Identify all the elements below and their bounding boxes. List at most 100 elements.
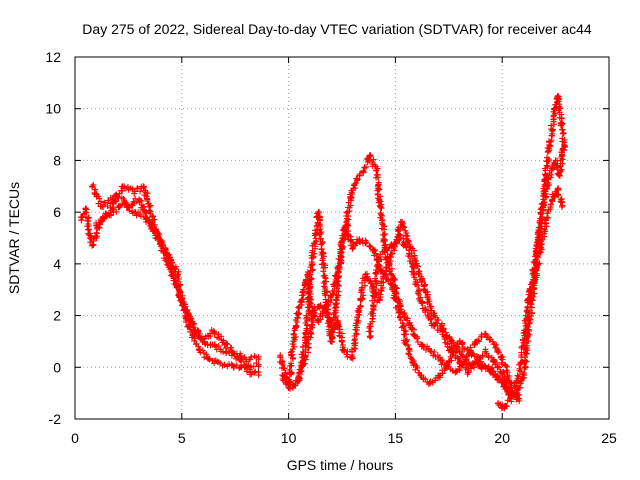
data-point-5-23 — [456, 359, 463, 366]
x-tick-label-4: 20 — [494, 430, 510, 446]
data-point-7-12 — [554, 92, 561, 99]
data-point-1-1 — [93, 191, 100, 198]
data-point-4-23 — [428, 348, 435, 355]
data-point-8-8 — [548, 167, 555, 174]
data-point-5-5 — [328, 322, 335, 329]
data-point-7-10 — [546, 141, 553, 148]
data-point-1-0 — [89, 183, 96, 190]
series-arc-mid-4 — [366, 218, 523, 404]
data-point-4-18 — [390, 276, 397, 283]
data-point-6-0 — [366, 333, 373, 340]
data-point-4-0 — [279, 372, 286, 379]
data-point-8-7 — [544, 183, 551, 190]
data-point-6-1 — [375, 255, 382, 262]
data-point-8-6 — [539, 203, 546, 210]
data-point-5-6 — [334, 317, 341, 324]
data-point-1-13 — [202, 341, 209, 348]
data-point-3-10 — [328, 338, 335, 345]
data-point-8-11 — [561, 141, 568, 148]
data-point-3-23 — [418, 372, 425, 379]
data-point-6-11 — [447, 338, 454, 345]
data-point-1-14 — [212, 343, 219, 350]
data-point-5-9 — [356, 307, 363, 314]
data-point-2-0 — [93, 222, 100, 229]
data-point-7-13 — [559, 121, 566, 128]
data-point-0-1 — [82, 206, 89, 213]
data-point-9-5 — [554, 185, 561, 192]
data-point-8-0 — [512, 384, 519, 391]
data-point-3-17 — [371, 247, 378, 254]
data-point-6-3 — [392, 240, 399, 247]
data-point-5-28 — [499, 369, 506, 376]
data-series — [77, 92, 568, 412]
data-point-6-15 — [488, 366, 495, 373]
data-point-5-8 — [349, 353, 356, 360]
data-point-7-4 — [520, 374, 527, 381]
data-point-4-14 — [366, 152, 373, 159]
x-axis-label: GPS time / hours — [287, 457, 394, 473]
data-point-3-16 — [362, 240, 369, 247]
data-point-4-24 — [439, 359, 446, 366]
data-point-2-12 — [223, 341, 230, 348]
data-point-0-16 — [221, 361, 228, 368]
x-tick-label-1: 5 — [178, 430, 186, 446]
y-tick-label-0: -2 — [49, 411, 62, 427]
data-point-5-16 — [403, 242, 410, 249]
data-point-6-18 — [516, 397, 523, 404]
y-tick-label-1: 0 — [53, 359, 61, 375]
data-point-6-10 — [439, 325, 446, 332]
data-point-6-16 — [499, 379, 506, 386]
data-point-4-21 — [411, 333, 418, 340]
data-point-2-13 — [234, 353, 241, 360]
data-point-4-13 — [360, 167, 367, 174]
data-point-4-6 — [315, 317, 322, 324]
data-point-4-20 — [403, 315, 410, 322]
data-point-3-27 — [456, 338, 463, 345]
data-point-2-5 — [146, 219, 153, 226]
data-point-1-4 — [121, 183, 128, 190]
data-point-0-15 — [206, 356, 213, 363]
data-point-2-3 — [125, 203, 132, 210]
data-point-2-7 — [165, 255, 172, 262]
data-point-7-2 — [507, 395, 514, 402]
data-point-5-18 — [415, 291, 422, 298]
data-point-3-24 — [426, 379, 433, 386]
data-point-8-10 — [556, 172, 563, 179]
data-point-2-15 — [255, 372, 262, 379]
data-point-3-11 — [332, 307, 339, 314]
data-point-3-6 — [311, 240, 318, 247]
data-point-0-7 — [131, 209, 138, 216]
data-point-3-7 — [315, 209, 322, 216]
data-point-2-14 — [247, 369, 254, 376]
data-point-4-10 — [341, 235, 348, 241]
data-point-7-11 — [550, 116, 557, 123]
chart-title: Day 275 of 2022, Sidereal Day-to-day VTE… — [82, 21, 592, 37]
plot-frame — [74, 56, 610, 420]
data-point-9-1 — [531, 278, 538, 285]
x-tick-label-5: 25 — [601, 430, 617, 446]
data-point-4-2 — [292, 325, 299, 332]
data-point-4-25 — [452, 369, 459, 376]
data-point-6-2 — [383, 245, 390, 252]
data-point-5-20 — [430, 322, 437, 329]
data-point-6-4 — [398, 219, 405, 226]
data-point-2-9 — [187, 317, 194, 324]
data-point-6-7 — [418, 273, 425, 280]
data-point-9-6 — [559, 203, 566, 210]
data-point-5-0 — [296, 374, 303, 381]
data-point-4-8 — [328, 297, 335, 304]
data-point-4-9 — [334, 266, 341, 273]
data-point-4-3 — [298, 297, 305, 304]
axis-ticks — [74, 56, 610, 420]
y-axis-label: SDTVAR / TECUs — [6, 182, 22, 294]
data-point-6-12 — [456, 348, 463, 355]
plot-border — [74, 56, 610, 420]
data-point-0-11 — [174, 271, 181, 278]
data-point-5-22 — [447, 348, 454, 355]
data-point-8-2 — [522, 322, 529, 329]
data-point-3-25 — [435, 374, 442, 381]
data-point-9-4 — [550, 193, 557, 200]
data-point-4-19 — [396, 302, 403, 309]
data-point-2-4 — [136, 196, 143, 203]
